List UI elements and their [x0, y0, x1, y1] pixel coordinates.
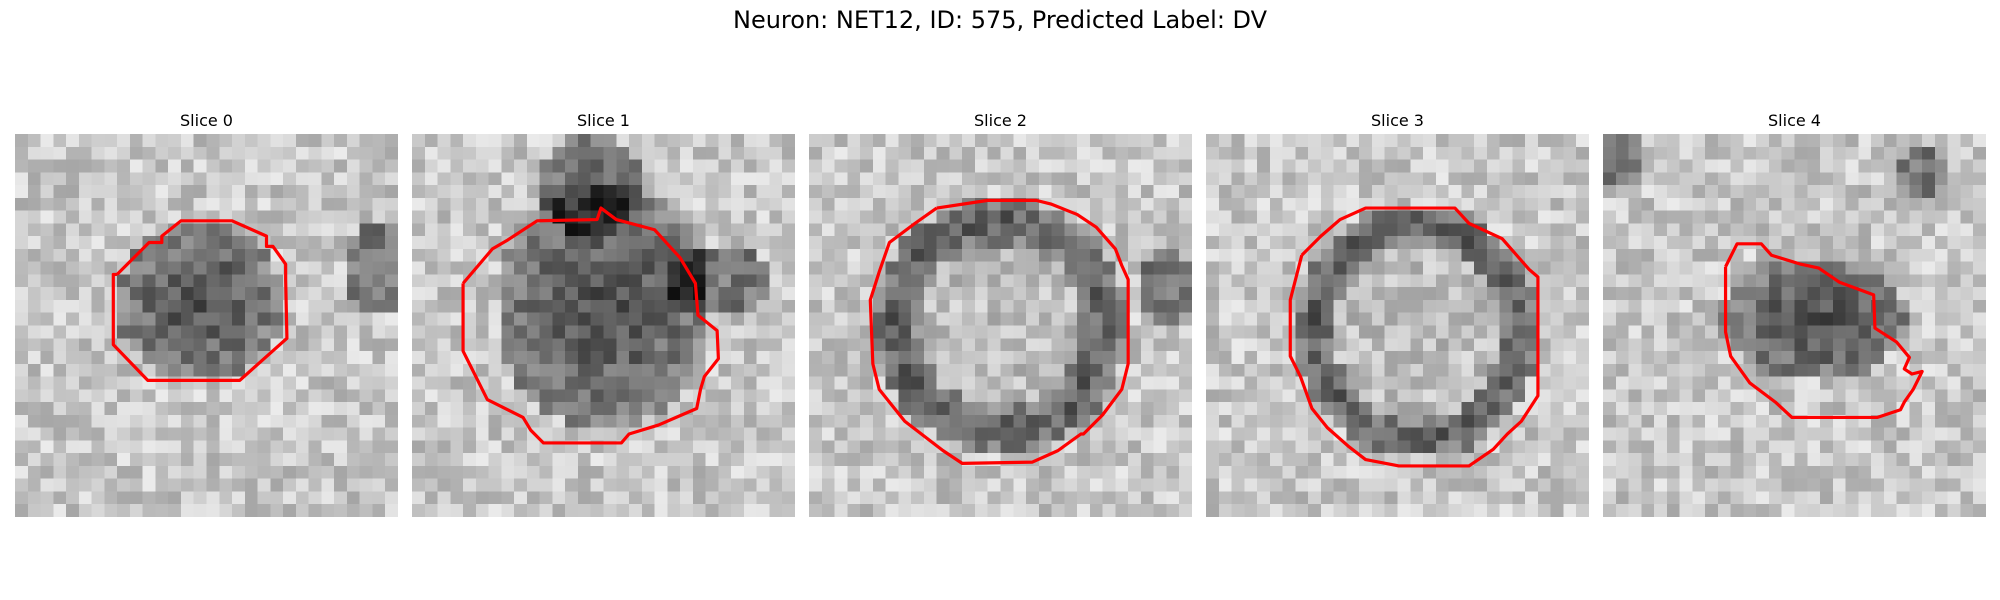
grayscale-image — [1206, 134, 1589, 517]
slice-panel-2: Slice 2 — [809, 110, 1192, 517]
roi-contour — [461, 206, 720, 445]
slice-image-4 — [1603, 134, 1986, 517]
roi-contour — [1723, 242, 1924, 420]
roi-contour — [868, 198, 1130, 465]
slice-image-0 — [15, 134, 398, 517]
slice-title: Slice 1 — [577, 111, 630, 130]
figure-title: Neuron: NET12, ID: 575, Predicted Label:… — [732, 6, 1268, 34]
roi-contour — [111, 219, 289, 382]
slice-title: Slice 4 — [1768, 111, 1821, 130]
grayscale-image — [1603, 134, 1986, 517]
slice-title: Slice 0 — [180, 111, 233, 130]
slice-panel-3: Slice 3 — [1206, 110, 1589, 517]
roi-contour — [1288, 206, 1540, 468]
grayscale-image — [412, 134, 795, 517]
slice-image-3 — [1206, 134, 1589, 517]
slice-panel-0: Slice 0 — [15, 110, 398, 517]
slice-panel-1: Slice 1 — [412, 110, 795, 517]
slice-title: Slice 2 — [974, 111, 1027, 130]
slice-panel-4: Slice 4 — [1603, 110, 1986, 517]
slice-image-1 — [412, 134, 795, 517]
slice-title: Slice 3 — [1371, 111, 1424, 130]
slice-image-2 — [809, 134, 1192, 517]
grayscale-image — [15, 134, 398, 517]
